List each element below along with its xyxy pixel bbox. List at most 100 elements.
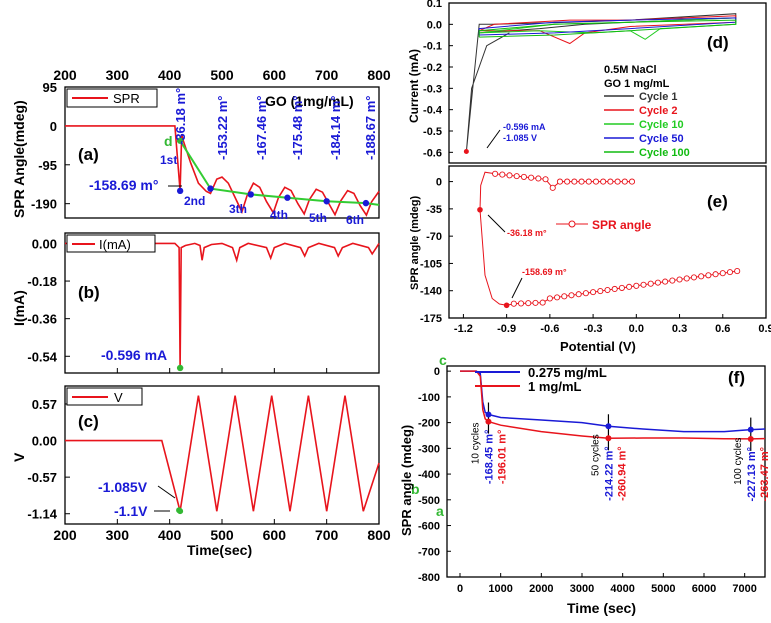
panel-c-x-ticks: 200 300 400 500 600 700 800 bbox=[53, 519, 391, 543]
panel-f-series-line bbox=[460, 370, 766, 440]
panel-e-y-tick-label: -70 bbox=[426, 231, 442, 243]
panel-e-y-tick-label: -35 bbox=[426, 204, 442, 216]
panel-e-x-tick-label: 0.6 bbox=[715, 323, 730, 335]
panel-e-point bbox=[640, 281, 647, 288]
panel-f-legend-label-2: 1 mg/mL bbox=[528, 379, 582, 394]
panel-e-point bbox=[628, 178, 636, 185]
panel-e-point bbox=[604, 286, 611, 294]
panel-e-point bbox=[582, 290, 589, 297]
panel-e-point-highlight bbox=[477, 206, 483, 213]
panel-e-point bbox=[517, 300, 525, 307]
panel-e-point bbox=[683, 275, 690, 282]
panel-d-cycle-loop bbox=[478, 19, 737, 38]
panel-a-top-tick-label: 200 bbox=[53, 67, 77, 83]
panel-e-point bbox=[633, 282, 640, 289]
panel-f-cycle-marker bbox=[747, 426, 754, 433]
panel-d-y-tick-label: 0.0 bbox=[427, 19, 442, 31]
panel-f-cycle-marker bbox=[747, 435, 754, 442]
panel-f-cycle-label: 10 cycles bbox=[470, 422, 481, 464]
panel-e-series bbox=[477, 170, 741, 309]
panel-a-cycle-label: 5th bbox=[309, 211, 327, 225]
panel-f-legend-label-1: 0.275 mg/mL bbox=[528, 365, 607, 380]
panel-f-cycle-red-value: -196.01 m° bbox=[496, 430, 508, 485]
panel-e-point bbox=[513, 173, 520, 180]
panel-a-top-tick-label: 800 bbox=[367, 67, 391, 83]
panel-a-value-label: -184.14 m° bbox=[328, 96, 343, 160]
panel-e-point bbox=[535, 175, 542, 182]
panel-e-point bbox=[506, 172, 513, 179]
panel-b-y-tick-label: -0.36 bbox=[27, 312, 57, 327]
panel-d-ylabel: Current (mA) bbox=[407, 49, 421, 123]
panel-c-ylabel: V bbox=[11, 452, 27, 462]
panel-a-cycle-label: 6th bbox=[346, 213, 364, 227]
panel-e-point bbox=[549, 184, 556, 191]
panel-e-point bbox=[621, 178, 628, 185]
panel-c-y-tick-label: -1.14 bbox=[27, 507, 57, 522]
panel-f-x-tick-label: 3000 bbox=[570, 583, 594, 595]
panel-a-point-letter: d bbox=[164, 133, 173, 149]
panel-b-y-tick-label: -0.54 bbox=[27, 349, 57, 364]
panel-d-legend-label: Cycle 1 bbox=[639, 91, 678, 103]
panel-c-frame bbox=[64, 385, 380, 525]
panel-f-x-tick-label: 6000 bbox=[692, 583, 716, 595]
panel-e-legend-marker bbox=[568, 220, 576, 228]
panel-d-y-tick-label: -0.5 bbox=[423, 126, 442, 138]
panel-c-x-tick-label: 400 bbox=[158, 527, 182, 543]
panel-f-label: (f) bbox=[728, 368, 745, 387]
panel-f-cycle-label: 100 cycles bbox=[733, 438, 744, 485]
panel-d-series bbox=[463, 13, 737, 154]
panel-b-min-marker bbox=[176, 364, 184, 372]
panel-e-point bbox=[575, 291, 582, 298]
panel-e-point bbox=[578, 178, 585, 185]
panel-b-annotation: -0.596 mA bbox=[101, 347, 167, 363]
panel-d-y-tick-label: 0.1 bbox=[427, 0, 442, 10]
panel-b-current-line bbox=[65, 242, 380, 369]
panel-e-point bbox=[564, 178, 571, 185]
panel-f-cycle-marker bbox=[605, 423, 612, 430]
panel-c-x-tick-label: 500 bbox=[210, 527, 234, 543]
panel-d-y-ticks: 0.1 0.0 -0.1 -0.2 -0.3 -0.4 -0.5 -0.6 bbox=[423, 0, 453, 159]
panel-a-cycle-label: 1st bbox=[160, 153, 177, 167]
panel-e-y-tick-label: -105 bbox=[420, 258, 442, 270]
panel-e-x-tick-label: 0.0 bbox=[629, 323, 644, 335]
panel-f-cycle-red-value: -260.94 m° bbox=[616, 446, 628, 501]
panel-f-y-tick-label: -200 bbox=[418, 418, 440, 430]
panel-e-point bbox=[600, 178, 607, 185]
panel-a-legend-label: SPR bbox=[113, 91, 140, 106]
panel-b-y-ticks: 0.00 -0.18 -0.36 -0.54 bbox=[27, 236, 70, 364]
panel-b-label: (b) bbox=[78, 283, 100, 302]
panel-f-y-ticks: 0 -100 -200 -300 -400 -500 -600 -700 -800 bbox=[418, 366, 451, 584]
panel-e-point bbox=[647, 280, 654, 287]
panel-f-cycle-red-value: -263.47 m° bbox=[759, 447, 771, 502]
panel-d-legend-title-2: GO 1 mg/mL bbox=[604, 78, 670, 90]
panel-f-cycle-label: 50 cycles bbox=[590, 434, 601, 476]
panel-c-series bbox=[65, 395, 380, 515]
panel-e-point bbox=[734, 268, 741, 275]
panel-c-label: (c) bbox=[78, 412, 99, 431]
panel-a: 200 300 400 500 600 700 800 95 0 -95 -190 SPR GO … bbox=[11, 67, 391, 227]
panel-d-cycle-loop bbox=[478, 17, 737, 36]
panel-d-legend-label: Cycle 10 bbox=[639, 119, 684, 131]
panel-f-x-tick-label: 7000 bbox=[732, 583, 756, 595]
panel-f-series-line bbox=[460, 370, 766, 433]
panel-a-top-tick-label: 700 bbox=[315, 67, 339, 83]
panel-a-ylabel: SPR Angle(mdeg) bbox=[11, 100, 27, 218]
panel-e-point bbox=[510, 300, 517, 307]
panel-f-cycle-blue-value: -168.45 m° bbox=[483, 430, 495, 485]
panel-e-annotation-1: -36.18 m° bbox=[507, 228, 547, 238]
panel-e-point bbox=[669, 277, 676, 284]
panel-e-point bbox=[528, 174, 535, 181]
panel-c-x-tick-label: 300 bbox=[106, 527, 130, 543]
panel-e-x-tick-label: -0.9 bbox=[497, 323, 516, 335]
panel-a-top-tick-label: 500 bbox=[210, 67, 234, 83]
panel-c-y-ticks: 0.57 0.00 -0.57 -1.14 bbox=[27, 397, 70, 522]
panel-a-top-ticks: 200 300 400 500 600 700 800 bbox=[53, 67, 391, 83]
panel-e-frame bbox=[448, 165, 767, 319]
panel-e-point bbox=[585, 178, 592, 185]
panel-a-top-tick-label: 600 bbox=[263, 67, 287, 83]
panel-e-point bbox=[626, 283, 633, 290]
panel-e-point bbox=[712, 271, 719, 278]
panel-a-marker bbox=[247, 191, 254, 198]
panel-e-y-tick-label: -175 bbox=[420, 313, 442, 325]
panel-e-x-tick-label: 0.3 bbox=[672, 323, 687, 335]
